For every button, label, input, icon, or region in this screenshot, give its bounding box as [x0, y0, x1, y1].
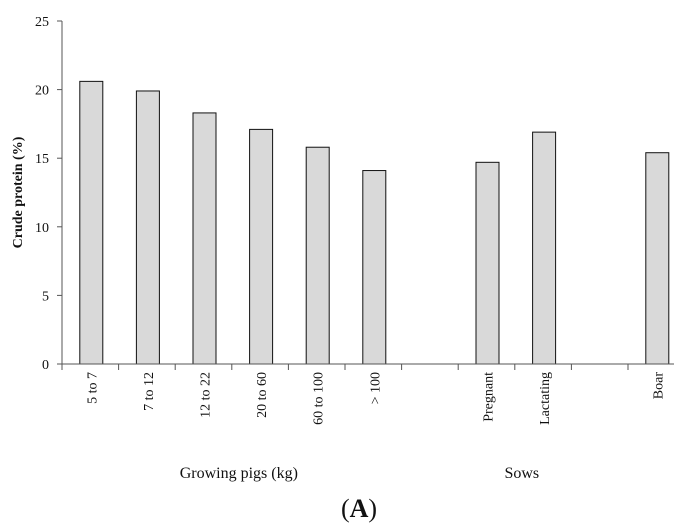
x-category-label: 7 to 12 — [142, 372, 157, 411]
bar-0 — [79, 80, 104, 365]
x-axis-ticks: 5 to 7 7 to 12 12 to 22 20 to 60 60 to 100 > … — [61, 364, 666, 425]
bar-5 — [362, 170, 387, 365]
y-tick-label: 10 — [35, 221, 49, 236]
x-category-label: > 100 — [368, 372, 383, 404]
bar-1 — [135, 90, 160, 365]
x-category-label: 20 to 60 — [255, 372, 270, 418]
bar-6 — [475, 161, 500, 365]
x-category-label: 5 to 7 — [85, 372, 100, 404]
bar-3 — [249, 128, 274, 365]
group-label-1: Sows — [504, 465, 539, 482]
bar-8 — [645, 152, 670, 365]
panel-label: (A) — [341, 494, 377, 523]
y-tick-label: 15 — [35, 152, 49, 167]
panel-label-close: ) — [368, 494, 377, 523]
y-tick-label: 25 — [35, 15, 49, 30]
x-category-label: 12 to 22 — [199, 372, 214, 418]
x-category-label: 60 to 100 — [312, 372, 327, 425]
bar-4 — [305, 146, 330, 365]
x-category-label: Pregnant — [482, 372, 497, 422]
y-axis: 0 5 10 15 20 25 — [35, 15, 62, 373]
y-tick-label: 5 — [42, 289, 49, 304]
group-label-0: Growing pigs (kg) — [180, 465, 298, 482]
y-axis-title: Crude protein (%) — [11, 136, 26, 248]
bar-7 — [532, 131, 557, 365]
group-labels: Growing pigs (kg) Sows — [180, 465, 539, 482]
y-tick-label: 20 — [35, 84, 49, 99]
panel-label-open: ( — [341, 494, 350, 523]
panel-label-letter: A — [350, 494, 369, 523]
bars — [79, 80, 670, 365]
y-tick-label: 0 — [42, 358, 49, 373]
bar-2 — [192, 112, 217, 365]
x-category-label: Lactating — [538, 372, 553, 425]
x-category-label: Boar — [651, 372, 666, 400]
